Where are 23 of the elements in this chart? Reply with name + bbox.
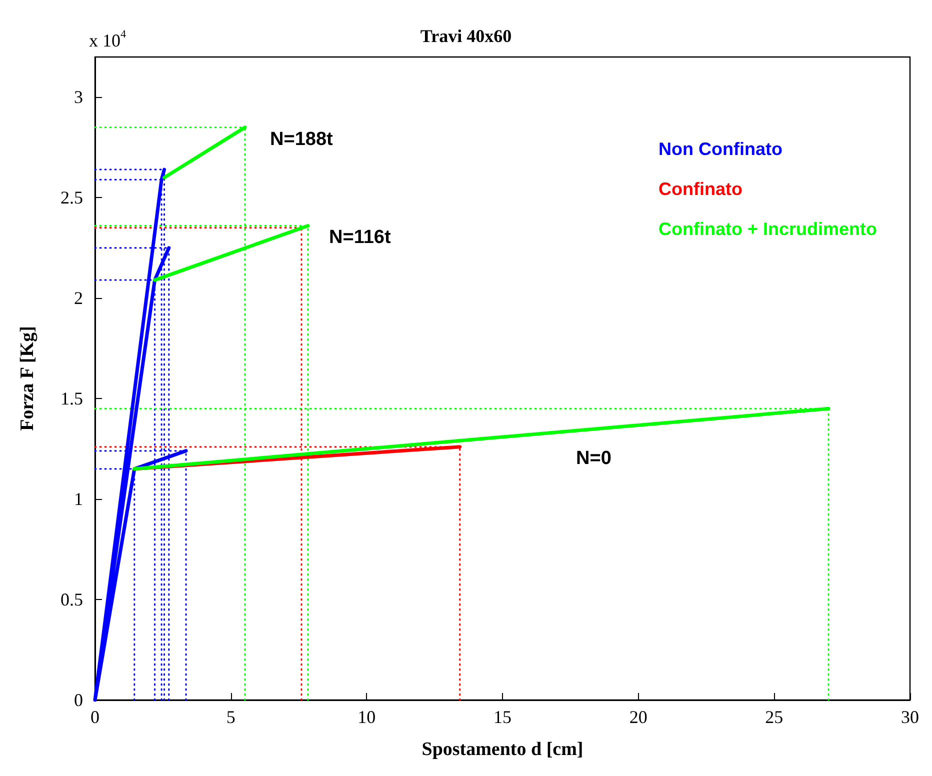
x-tick-label: 25 xyxy=(765,707,784,727)
annotation: N=116t xyxy=(329,227,392,248)
y-tick-label: 0.5 xyxy=(60,590,83,610)
y-tick-label: 1.5 xyxy=(60,388,83,409)
x-tick-label: 10 xyxy=(358,707,376,727)
x-tick-label: 15 xyxy=(494,707,512,727)
x-axis-title: Spostamento d [cm] xyxy=(422,739,584,760)
x-tick-label: 20 xyxy=(629,707,648,727)
x-tick-label: 30 xyxy=(901,707,919,727)
y-tick-label: 3 xyxy=(74,87,83,108)
y-tick-label: 1 xyxy=(74,489,83,510)
text: Confinato + Incrudimento xyxy=(658,219,878,239)
x-tick-label: 0 xyxy=(90,707,100,727)
y-tick-label: 2.5 xyxy=(60,188,83,208)
text: Confinato xyxy=(658,179,742,199)
annotation: N=0 xyxy=(576,448,612,469)
y-tick-label: 0 xyxy=(74,690,83,710)
y-axis-title: Forza F [Kg] xyxy=(17,326,38,431)
x-tick-label: 5 xyxy=(226,707,236,727)
annotation: N=188t xyxy=(270,129,334,150)
y-tick-label: 2 xyxy=(74,288,83,308)
text: Non Confinato xyxy=(658,139,782,159)
chart-title: Travi 40x60 xyxy=(420,26,512,46)
